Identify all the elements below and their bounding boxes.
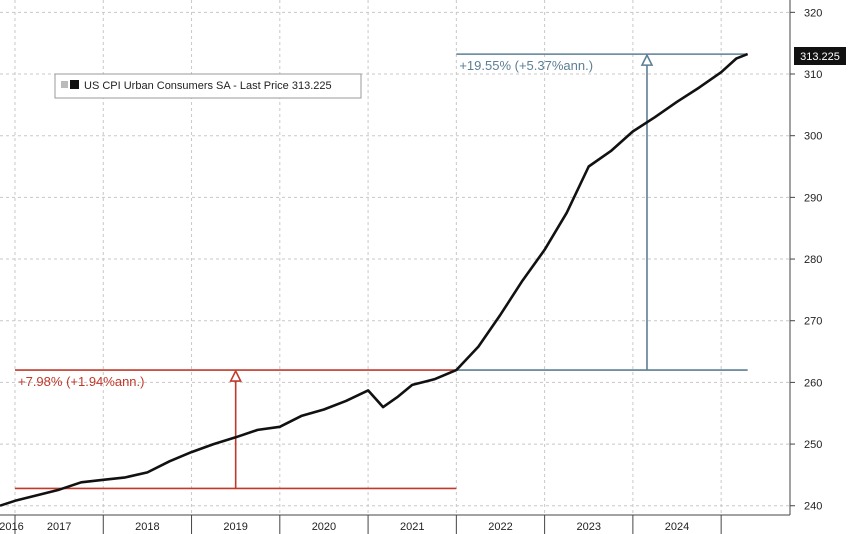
- legend-label: US CPI Urban Consumers SA - Last Price 3…: [84, 80, 332, 92]
- last-price-badge: 313.225: [794, 47, 846, 65]
- annotation-1-label: +19.55% (+5.37%ann.): [459, 58, 593, 73]
- series-line-cpi: [0, 52, 749, 507]
- y-tick-label-280: 280: [804, 254, 822, 266]
- legend: US CPI Urban Consumers SA - Last Price 3…: [54, 73, 362, 99]
- x-tick-label-2023: 2023: [577, 521, 601, 533]
- y-tick-label-320: 320: [804, 7, 822, 19]
- legend-swatch-grey: [61, 81, 68, 88]
- x-tick-label-2016: 2016: [0, 521, 24, 533]
- y-tick-label-240: 240: [804, 501, 822, 513]
- y-tick-label-300: 300: [804, 131, 822, 143]
- annotation-1-arrow-head: [640, 53, 654, 66]
- x-tick-label-2021: 2021: [400, 521, 424, 533]
- y-tick-label-260: 260: [804, 377, 822, 389]
- y-tick-label-290: 290: [804, 192, 822, 204]
- x-axis: 2016 2017 2018 2019 2020 2021 2022 2023 2024: [0, 514, 790, 534]
- annotation-0-label: +7.98% (+1.94%ann.): [18, 374, 144, 389]
- legend-box: [54, 73, 362, 99]
- y-axis: 240 250 260 270 280 290 300 310 320: [789, 0, 822, 515]
- last-price-badge-bg: [794, 47, 846, 65]
- legend-swatch-black: [70, 80, 79, 89]
- y-tick-label-270: 270: [804, 316, 822, 328]
- x-tick-label-2017: 2017: [47, 521, 71, 533]
- y-tick-label-310: 310: [804, 69, 822, 81]
- annotation-0-arrow-head: [229, 369, 242, 382]
- x-tick-label-2024: 2024: [665, 521, 689, 533]
- x-tick-label-2019: 2019: [223, 521, 247, 533]
- y-tick-label-250: 250: [804, 439, 822, 451]
- x-tick-label-2020: 2020: [312, 521, 336, 533]
- annotations: +7.98% (+1.94%ann.) +19.55% (+5.37%ann.): [15, 53, 748, 490]
- x-tick-label-2018: 2018: [135, 521, 159, 533]
- last-price-value: 313.225: [800, 51, 840, 63]
- x-tick-label-2022: 2022: [488, 521, 512, 533]
